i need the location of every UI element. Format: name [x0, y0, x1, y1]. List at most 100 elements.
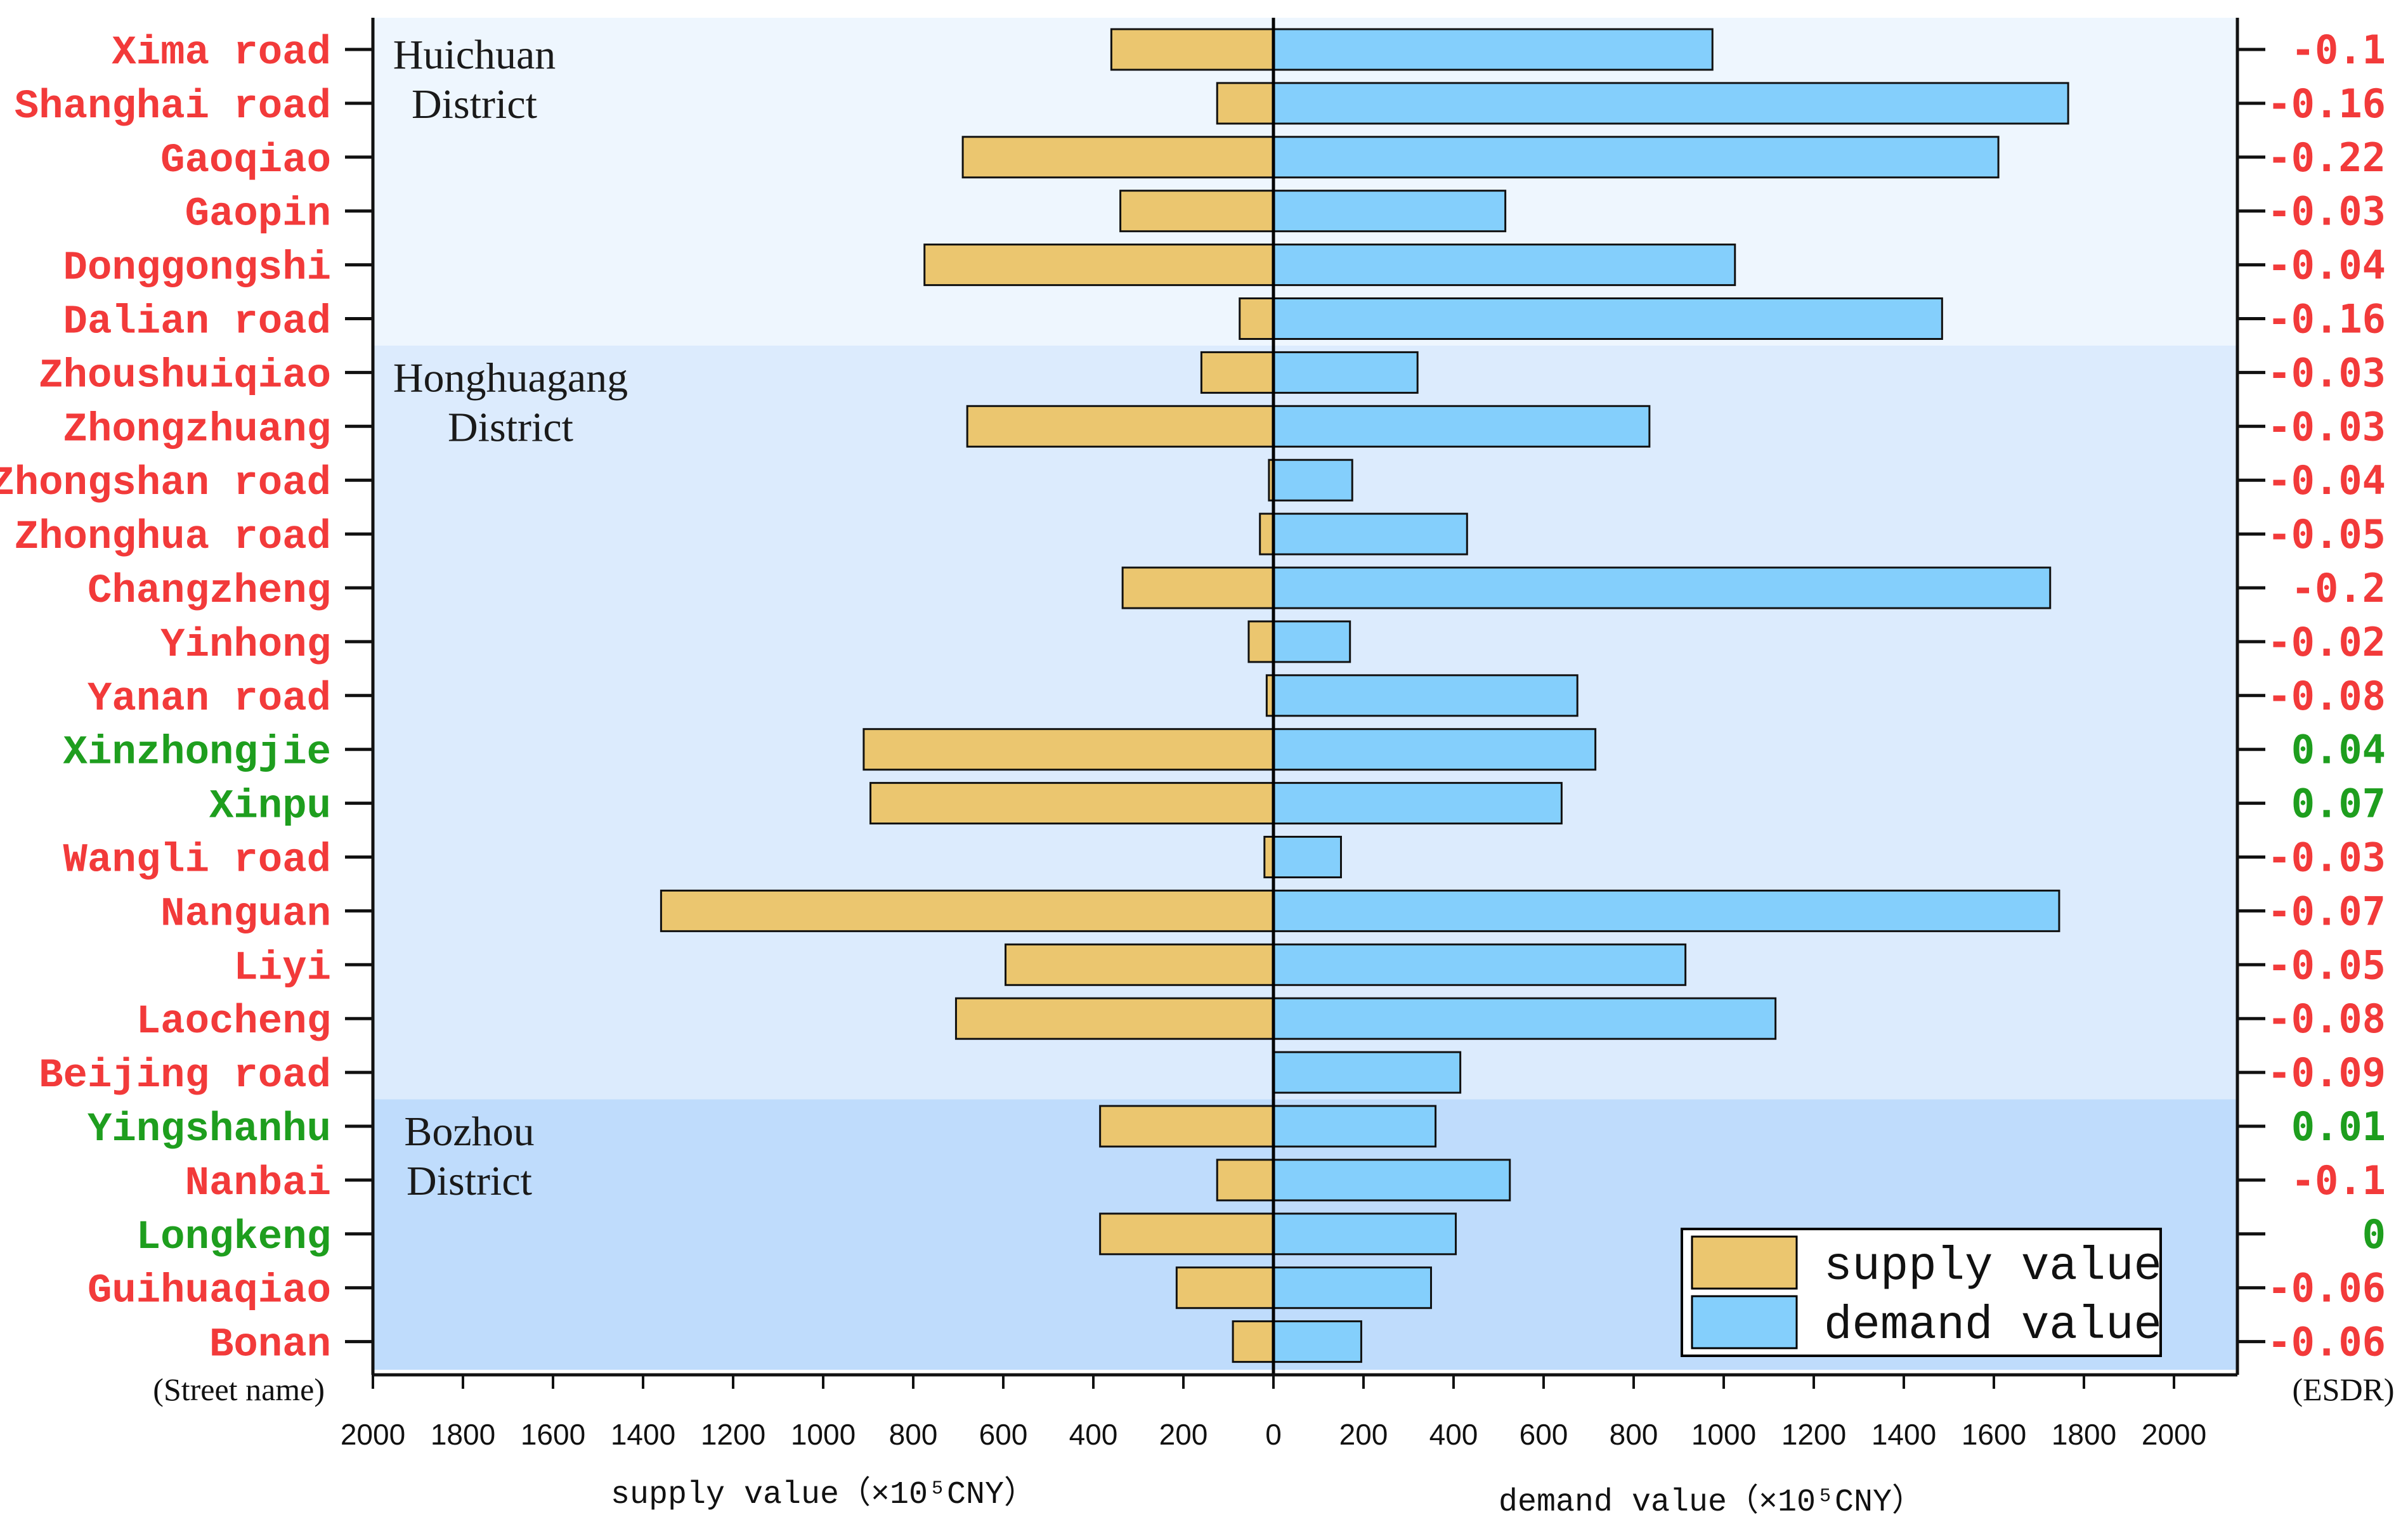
esdr-labels: -0.1 -0.16 -0.22 -0.03 -0.04 -0.16 -0.03 -0.03 -… [2267, 27, 2386, 1365]
esdr-value: -0.03 [2267, 835, 2386, 881]
street-label: Yanan road [88, 677, 331, 722]
street-label: Gaoqiao [160, 138, 331, 184]
x-tick-label: 400 [1069, 1418, 1118, 1451]
x-tick-labels: 0 200 200 400 400 600 600 800 800 1000 1000 1200 120… [341, 1418, 2206, 1451]
supply-bar [923, 244, 1275, 287]
supply-bar [869, 782, 1275, 825]
legend-swatch-supply [1691, 1235, 1798, 1290]
x-tick-label: 1600 [521, 1418, 585, 1451]
esdr-value: -0.22 [2267, 134, 2386, 181]
street-label: Zhongzhuang [63, 407, 331, 453]
esdr-value: -0.08 [2267, 673, 2386, 719]
district-label: District [407, 1158, 532, 1204]
x-tick-label: 1600 [1962, 1418, 2026, 1451]
esdr-value: -0.07 [2267, 888, 2386, 934]
esdr-caption: (ESDR) [2292, 1372, 2394, 1407]
x-tick-label: 600 [1520, 1418, 1568, 1451]
street-label: Dalian road [63, 300, 331, 346]
demand-bar [1272, 997, 1777, 1040]
street-label: Zhoushuiqiao [39, 353, 331, 399]
x-tick-label: 2000 [341, 1418, 405, 1451]
supply-bar [1099, 1105, 1275, 1148]
esdr-value: -0.03 [2267, 188, 2386, 235]
demand-bar [1272, 1159, 1511, 1202]
demand-bar [1272, 1051, 1462, 1094]
x-tick-label: 0 [1265, 1418, 1282, 1451]
supply-bar [954, 997, 1275, 1040]
bars [660, 28, 2069, 1363]
street-label: Shanghai road [15, 84, 331, 130]
esdr-value: -0.06 [2267, 1319, 2386, 1365]
supply-bar [966, 405, 1275, 448]
street-label: Changzheng [88, 569, 331, 614]
x-tick-label: 1000 [1691, 1418, 1756, 1451]
esdr-value: -0.05 [2267, 511, 2386, 557]
street-label: Wangli road [63, 838, 331, 884]
legend-swatch-demand [1691, 1295, 1798, 1349]
street-label: Xima road [112, 30, 331, 76]
esdr-value: 0.01 [2291, 1103, 2386, 1150]
street-label: Xinzhongjie [63, 731, 331, 776]
supply-bar [1005, 943, 1275, 986]
demand-bar [1272, 1105, 1437, 1148]
esdr-value: 0.04 [2291, 727, 2386, 773]
demand-bar [1272, 351, 1419, 394]
street-label: Donggongshi [63, 246, 331, 292]
x-tick-label: 1400 [611, 1418, 675, 1451]
legend: supply value demand value [1681, 1228, 2162, 1357]
district-label: Honghuagang [393, 354, 628, 401]
supply-bar [1121, 566, 1275, 609]
esdr-value: -0.1 [2291, 1157, 2386, 1204]
street-label: Yinhong [160, 623, 331, 668]
demand-bar [1272, 836, 1342, 878]
esdr-value: -0.02 [2267, 619, 2386, 665]
street-label: Zhongshan road [0, 461, 331, 507]
street-labels: Xima road Shanghai road Gaoqiao Gaopin Dongg… [0, 30, 331, 1368]
street-label: Yingshanhu [88, 1107, 331, 1153]
demand-bar [1272, 620, 1351, 663]
street-label: Longkeng [136, 1215, 331, 1261]
legend-label-demand: demand value [1824, 1299, 2162, 1353]
axes [345, 18, 2265, 1389]
supply-bar [1247, 620, 1275, 663]
street-name-caption: (Street name) [153, 1372, 325, 1407]
demand-bar [1272, 943, 1687, 986]
street-label: Beijing road [39, 1053, 331, 1099]
street-label: Gaopin [185, 192, 331, 238]
x-tick-label: 1000 [791, 1418, 856, 1451]
x-tick-label: 200 [1159, 1418, 1208, 1451]
street-label: Liyi [233, 946, 331, 991]
supply-bar [1200, 351, 1275, 394]
x-tick-label: 800 [889, 1418, 938, 1451]
esdr-value: -0.08 [2267, 996, 2386, 1042]
demand-bar [1272, 889, 2060, 932]
demand-bar [1272, 1320, 1362, 1363]
demand-bar [1272, 728, 1597, 771]
street-label: Xinpu [209, 784, 331, 830]
supply-bar [660, 889, 1275, 932]
esdr-value: -0.09 [2267, 1050, 2386, 1096]
demand-bar [1272, 405, 1651, 448]
demand-bar [1272, 28, 1714, 71]
district-band [373, 18, 2237, 346]
supply-bar [1216, 82, 1275, 125]
demand-bar [1272, 458, 1353, 502]
esdr-value: 0.07 [2291, 781, 2386, 827]
supply-bar [1099, 1212, 1275, 1256]
esdr-value: -0.16 [2267, 81, 2386, 127]
demand-axis-label: demand value（×10⁵CNY） [1499, 1483, 1923, 1521]
street-label: Nanbai [185, 1161, 331, 1207]
x-tick-label: 1800 [2052, 1418, 2116, 1451]
district-label: Huichuan [393, 32, 556, 78]
x-tick-label: 1200 [1781, 1418, 1846, 1451]
esdr-value: -0.03 [2267, 349, 2386, 396]
demand-bar [1272, 782, 1563, 825]
x-tick-label: 1400 [1871, 1418, 1936, 1451]
demand-bar [1272, 512, 1468, 556]
esdr-value: -0.04 [2267, 242, 2386, 289]
esdr-value: -0.16 [2267, 296, 2386, 342]
street-label: Laocheng [136, 999, 331, 1045]
x-tick-label: 2000 [2142, 1418, 2206, 1451]
demand-bar [1272, 1266, 1432, 1310]
